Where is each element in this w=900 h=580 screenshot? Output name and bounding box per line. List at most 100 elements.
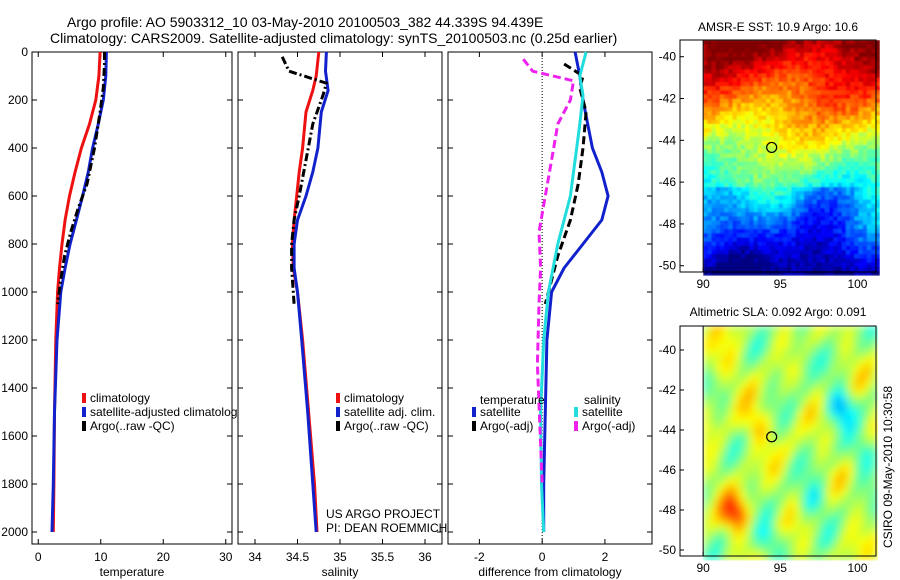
sst-cell [736,199,742,205]
sst-cell [833,132,838,137]
sla-cell [841,356,848,363]
sst-cell [745,119,750,125]
sst-cell [824,132,830,137]
sla-cell [775,344,782,351]
sst-cell [753,61,759,66]
sst-cell [845,90,851,95]
sst-cell [778,250,784,255]
sst-cell [875,174,880,179]
sla-cell [811,338,818,345]
sst-cell [770,182,775,188]
sst-cell [820,157,826,163]
sst-cell [787,212,792,217]
sst-cell [715,77,721,83]
sst-cell [770,216,775,221]
sst-cell [732,241,738,247]
sst-cell [791,174,796,179]
sst-cell [875,73,880,79]
sst-cell [732,157,738,163]
sst-cell [770,40,775,45]
sst-cell [866,241,872,247]
sst-cell [803,216,809,221]
sst-cell [753,229,759,234]
sst-cell [732,128,738,133]
sst-cell [824,94,830,100]
sst-cell [719,262,725,268]
sst-cell [812,40,817,45]
sst-cell [787,157,792,163]
sst-cell [711,224,717,230]
sla-cell [799,548,806,555]
sst-cell [707,111,712,116]
sla-cell [709,458,716,465]
sst-cell [871,107,876,112]
sla-cell [811,434,818,441]
sla-cell [703,464,710,471]
sla-cell [871,428,878,435]
sla-cell [847,536,854,543]
sla-cell [811,410,818,417]
sla-cell [763,452,770,459]
sst-cell [824,220,830,226]
sst-cell [724,237,729,242]
sla-cell [829,464,836,471]
sla-cell [835,398,842,405]
sla-cell [775,368,782,375]
sla-cell [829,338,836,345]
sla-cell [745,530,752,537]
sst-cell [803,44,809,49]
sla-cell [727,416,734,423]
sst-title: AMSR-E SST: 10.9 Argo: 10.6 [698,20,858,34]
sla-cell [733,548,740,555]
temperature-legend-label-0: climatology [90,391,150,405]
sla-cell [859,518,866,525]
sst-cell [824,182,830,188]
sla-cell [817,410,824,417]
sla-cell [853,428,860,435]
sla-cell [799,422,806,429]
sst-cell [761,233,767,238]
sst-cell [837,212,843,217]
sst-cell [782,245,788,251]
sst-cell [841,266,847,272]
sst-cell [782,44,788,49]
sst-cell [757,77,763,83]
sst-cell [770,94,775,100]
sst-cell [824,224,830,230]
sla-cell [865,422,872,429]
sla-cell [775,524,782,531]
sst-cell [833,128,838,133]
sst-cell [724,161,729,167]
sst-cell [841,44,847,49]
sst-cell [724,233,729,238]
sst-xtick-label: 95 [774,277,788,291]
sla-cell [847,362,854,369]
sst-cell [703,86,708,91]
sst-cell [782,254,788,259]
sla-cell [871,542,878,549]
sla-xtick-label: 95 [774,561,788,575]
sst-cell [728,140,733,146]
sst-cell [850,98,855,104]
sst-cell [791,178,796,184]
sst-cell [837,224,843,230]
sst-cell [753,245,759,251]
sst-cell [808,94,813,100]
sst-cell [703,266,708,272]
sst-cell [707,77,712,83]
sst-cell [837,103,843,108]
sla-cell [799,350,806,357]
sst-cell [866,140,872,146]
sst-cell [862,229,868,234]
sst-cell [753,203,759,209]
sla-cell [745,422,752,429]
sst-cell [761,212,767,217]
sst-cell [871,266,876,272]
sla-cell [739,452,746,459]
sla-cell [841,470,848,477]
sst-ytick-label: -48 [659,217,677,231]
sst-cell [774,157,780,163]
sst-cell [833,187,838,192]
sst-cell [719,191,725,196]
sla-cell [733,338,740,345]
